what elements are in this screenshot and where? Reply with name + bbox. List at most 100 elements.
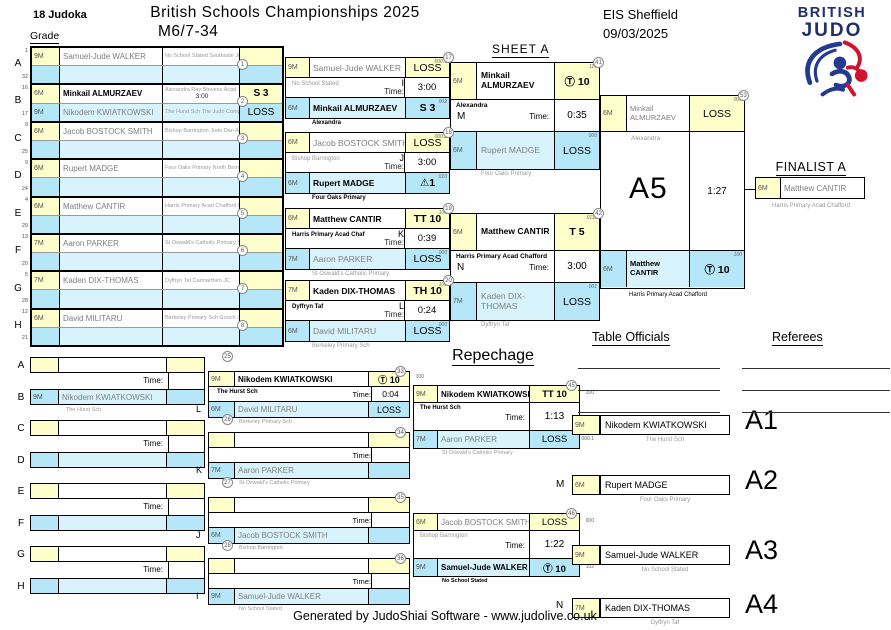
seed-number: 1 — [24, 48, 28, 54]
grade-cell — [31, 484, 59, 498]
time-label: Time: — [143, 502, 163, 511]
school-under: Four Oaks Primary — [481, 171, 532, 177]
school-cell: No School Stated Southside Judo — [163, 48, 240, 66]
grade-cell: 6M — [572, 475, 600, 495]
result-cell: LOSS — [369, 402, 409, 417]
school-name: The Hurst Sch — [420, 405, 461, 411]
time-value: 0:39 — [404, 229, 449, 248]
time-label: Time: — [143, 565, 163, 574]
player-name: Jacob BOSTOCK SMITH — [60, 122, 163, 140]
score-code: 000 — [588, 132, 597, 139]
result-cell: 001 LOSS — [555, 283, 599, 320]
score-code: 102 — [585, 564, 594, 570]
signature-line — [578, 368, 720, 369]
school-cell: St Oswald's Catholic Primary SKK — [163, 234, 240, 253]
result-cell: LOSS — [240, 103, 282, 121]
time-label: Time: — [505, 413, 525, 422]
player-row: 9M Samuel-Jude WALKER No School Stated Sou… — [32, 48, 282, 67]
match-letter: M — [457, 111, 466, 122]
bracket-letter: C — [14, 133, 22, 144]
school-cell: Four Oaks Primary North Birmingham — [163, 160, 240, 178]
divider — [689, 132, 690, 250]
match-middle-row: Harris Primary Acad Chafford N Time: 3:00 — [451, 251, 599, 283]
score-code: 100 — [733, 251, 742, 258]
result-cell: 002 S 3 — [406, 98, 449, 118]
school-name: Berkeley Primary Sch Gooch JK — [165, 314, 239, 321]
time-value: 0:35 — [554, 100, 599, 131]
score-code: 001 — [588, 283, 597, 290]
result-cell: 100 TH 10 — [406, 281, 449, 300]
result-cell — [167, 358, 204, 372]
feed-match-letter: L — [196, 404, 202, 414]
player-name: Nikodem KWIATKOWSKI — [60, 103, 163, 121]
grade-cell: 6M — [32, 122, 60, 140]
placement-box: 6M Rupert MADGE — [572, 475, 730, 495]
repechage-pair: Time: 9M Nikodem KWIATKOWSKI The Hurst Sc… — [18, 351, 233, 413]
match-middle-row: Alexandra A5 1:27 — [601, 132, 744, 251]
match-middle-row: Alexandra M Time: 0:35 — [451, 100, 599, 132]
player-row: 7M Kaden DIX-THOMAS 001 LOSS — [451, 283, 599, 320]
player-name: Aaron PARKER — [310, 249, 406, 269]
match-box-repechage-final: 6M Jacob BOSTOCK SMITH LOSS Bishop Barring… — [413, 508, 594, 584]
school-under: No School Stated — [442, 578, 488, 584]
result-cell: 000 LOSS — [406, 249, 449, 269]
player-row: 6M Minkail ALMURZAEV Alexandra Ray Stevens… — [32, 85, 282, 104]
player-name: Matthew CANTIR — [60, 197, 163, 215]
bracket-pair: 6M Minkail ALMURZAEV Alexandra Ray Stevens… — [32, 85, 282, 123]
school-under: The Hurst Sch — [645, 437, 685, 443]
result-cell — [240, 122, 282, 140]
school-cell: Dyffryn Taf Carmarthen JC — [163, 272, 240, 290]
match-number: 7 — [237, 283, 248, 294]
player-row — [32, 215, 282, 233]
school-cell: Bishop Barrington Judo Dan Acad — [163, 122, 240, 140]
match-middle-row: Time: — [30, 562, 205, 578]
time-value: 1:13 — [529, 403, 579, 430]
player-name: Kaden DIX-THOMAS — [600, 598, 730, 618]
grade-cell: 9M — [414, 559, 438, 576]
player-name: Kaden DIX-THOMAS — [477, 283, 555, 320]
score-code: 100 — [415, 374, 424, 380]
match-middle-row: No School Stated I Time: 3:00 — [286, 78, 449, 98]
school-name — [209, 574, 341, 588]
player-name: Matthew CANTIR — [477, 214, 555, 250]
result-cell — [167, 390, 204, 404]
player-row: 9M Nikodem KWIATKOWSKI — [30, 389, 205, 405]
player-name: Aaron PARKER — [235, 463, 369, 478]
match-middle-row: The Hurst Sch Time: 1:13 — [414, 403, 579, 431]
player-name — [60, 178, 163, 196]
player-name: Samuel-Jude WALKER — [60, 48, 163, 66]
match-number: 2 — [237, 96, 248, 107]
school-under: Alexandra — [312, 120, 342, 126]
result-cell — [240, 327, 282, 345]
match-number: 33 — [395, 366, 406, 377]
player-row — [30, 483, 205, 499]
player-row: 6M David MILITARU 000 LOSS — [286, 321, 449, 341]
bracket-pair: 9M Samuel-Jude WALKER No School Stated Sou… — [32, 48, 282, 86]
bracket-letter: H — [17, 581, 25, 592]
school-name: Bishop Barrington Judo Dan Acad — [165, 128, 239, 135]
time-label: Time: — [352, 451, 371, 460]
bracket-pair: 6M Jacob BOSTOCK SMITH Bishop Barrington J… — [32, 122, 282, 161]
match-box-repechage: Time: 6M Jacob BOSTOCK SMITH Bishop Barri… — [196, 492, 410, 551]
match-number: 4 — [237, 171, 248, 182]
match-middle-row: Time: — [30, 373, 205, 389]
referees-heading: Referees — [772, 330, 823, 346]
grade-cell: 7M — [572, 598, 600, 618]
grade-cell: 6M — [286, 133, 310, 152]
school-under: Four Oaks Primary — [312, 195, 366, 201]
match-letter: N — [457, 262, 465, 273]
signature-line — [578, 390, 720, 391]
match-number: 17 — [443, 52, 454, 63]
player-name: Nikodem KWIATKOWSKI — [235, 372, 369, 386]
grade-cell: 6M — [32, 309, 60, 327]
score-code: 110 — [589, 63, 597, 70]
school-under: St Oswald's Catholic Primary — [442, 450, 513, 456]
school-cell: Berkeley Primary Sch Gooch JK — [163, 309, 240, 327]
grade-cell: 7M — [286, 249, 310, 269]
grade-cell: 7M — [451, 283, 477, 320]
score-code: 010 — [438, 173, 447, 180]
player-row — [209, 498, 409, 513]
player-name: Samuel-Jude WALKER — [235, 589, 369, 604]
player-name: Kaden DIX-THOMAS — [310, 281, 406, 300]
final-match-label: A5 — [629, 172, 668, 205]
